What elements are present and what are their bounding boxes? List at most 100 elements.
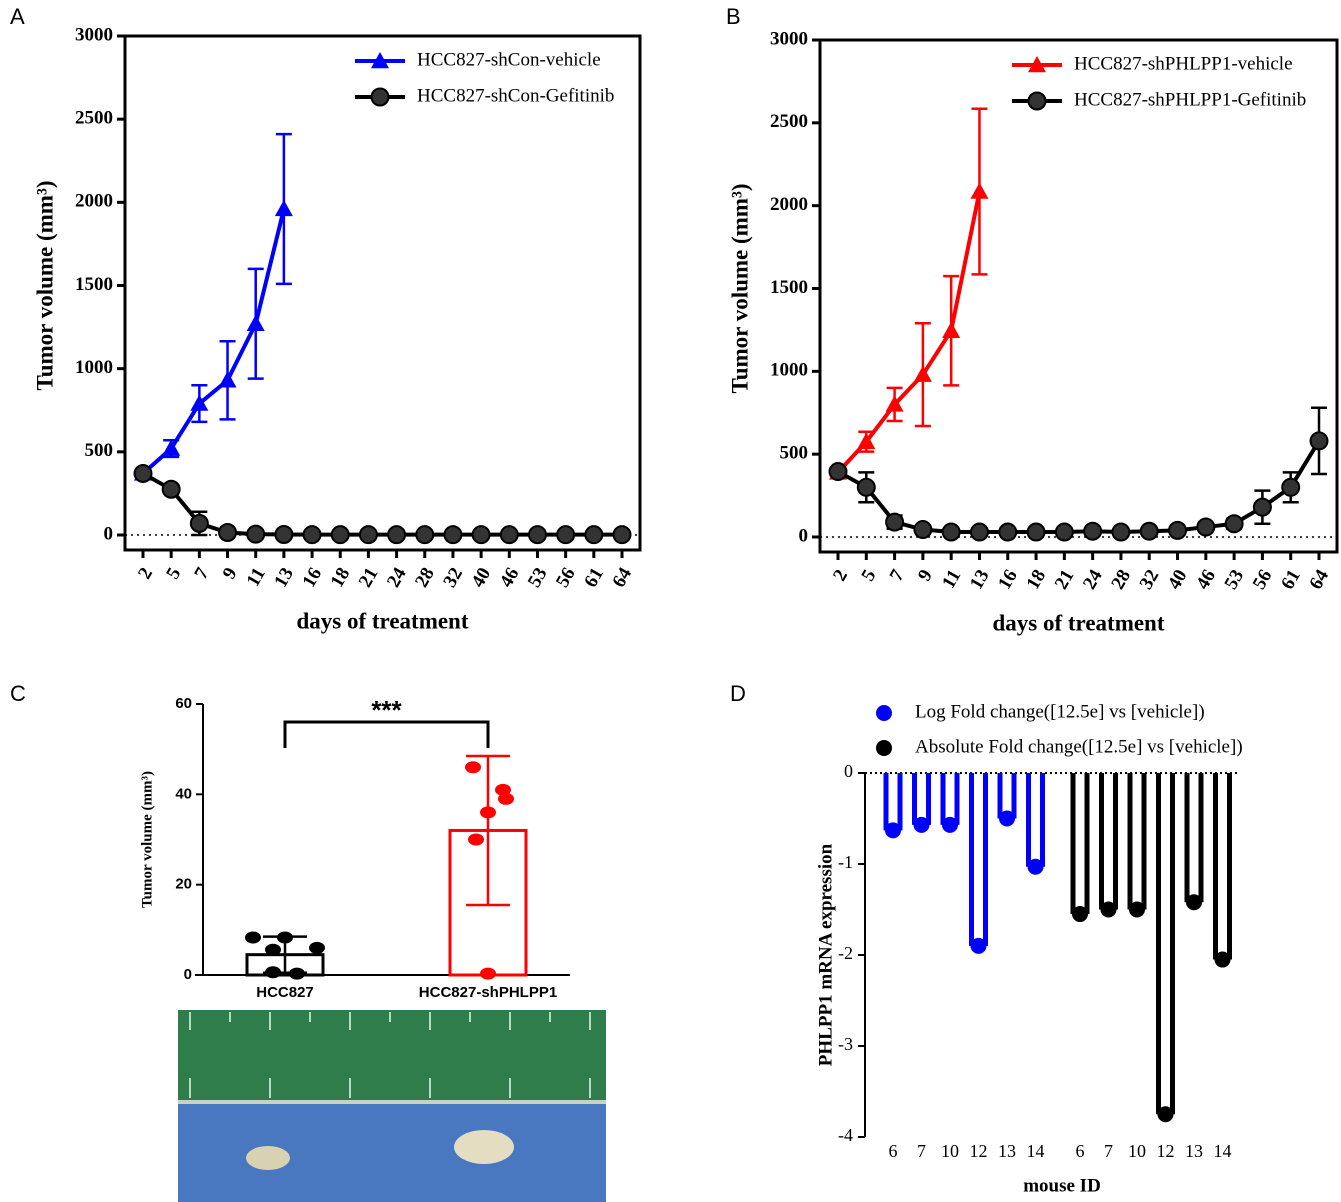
- x-tick-label: 21: [355, 564, 383, 591]
- bar: [1070, 773, 1090, 915]
- bar: [1026, 773, 1045, 867]
- x-tick-label: 13: [966, 566, 994, 593]
- marker: [885, 512, 905, 532]
- marker: [246, 314, 265, 331]
- x-tick-label: 10: [1128, 1141, 1146, 1161]
- x-tick-label: 46: [496, 564, 524, 591]
- marker: [856, 477, 876, 497]
- x-axis-label: days of treatment: [992, 610, 1164, 635]
- bar: [883, 773, 903, 831]
- x-tick-label: 28: [411, 564, 439, 591]
- x-tick-label: 64: [608, 564, 636, 591]
- bar: [997, 773, 1017, 819]
- x-tick-label: 13: [270, 564, 298, 591]
- x-tick-label: 56: [1249, 566, 1277, 593]
- x-axis-label: days of treatment: [296, 608, 468, 633]
- x-tick-label: 46: [1192, 566, 1220, 593]
- x-axis-label: mouse ID: [1023, 1175, 1101, 1196]
- x-tick-label: 14: [1027, 1141, 1045, 1161]
- marker: [584, 525, 604, 545]
- x-tick-label: HCC827: [256, 984, 314, 1001]
- plot-frame: [818, 38, 1339, 554]
- marker: [415, 525, 435, 545]
- legend-label: Log Fold change([12.5e] vs [vehicle]): [915, 701, 1205, 722]
- x-tick-label: 28: [1107, 566, 1135, 593]
- x-tick-label: 32: [439, 564, 467, 591]
- marker: [556, 525, 576, 545]
- bar-end: [1186, 894, 1202, 911]
- x-tick-label: 14: [1214, 1141, 1232, 1161]
- panel-label: A: [10, 4, 25, 29]
- marker: [1281, 477, 1301, 497]
- panel-label: B: [726, 4, 741, 29]
- bar-end: [913, 816, 930, 833]
- bar: [969, 773, 988, 946]
- y-tick-label: 500: [85, 440, 114, 461]
- x-tick-label: 10: [941, 1141, 959, 1161]
- data-point: [289, 967, 305, 980]
- marker: [1224, 514, 1244, 534]
- marker: [133, 463, 153, 483]
- marker: [970, 182, 989, 199]
- y-tick-label: 60: [175, 695, 192, 712]
- x-tick-label: 24: [383, 564, 411, 591]
- y-tick-label: 20: [175, 876, 192, 893]
- data-point: [309, 941, 325, 954]
- bar-end: [1214, 951, 1231, 968]
- marker: [527, 525, 547, 545]
- marker: [1026, 522, 1046, 542]
- y-tick-label: -2: [838, 943, 853, 963]
- x-tick-label: 16: [298, 564, 326, 591]
- x-tick-label: HCC827-shPHLPP1: [419, 984, 557, 1001]
- bar: [940, 773, 960, 825]
- y-axis-label: Tumor volume (mm³): [139, 771, 155, 908]
- x-tick-label: 53: [1221, 566, 1249, 593]
- marker: [162, 439, 181, 456]
- marker: [1196, 517, 1216, 537]
- y-tick-label: 0: [104, 523, 114, 544]
- y-tick-label: 1500: [770, 277, 808, 298]
- marker: [1252, 497, 1272, 517]
- marker: [1309, 431, 1329, 451]
- x-tick-label: 16: [994, 566, 1022, 593]
- marker: [190, 394, 209, 411]
- data-point: [277, 931, 293, 944]
- x-tick-label: 61: [1277, 566, 1305, 593]
- marker: [1168, 520, 1188, 540]
- x-tick-label: 6: [1076, 1141, 1085, 1161]
- data-point: [495, 783, 511, 796]
- marker: [913, 365, 932, 382]
- y-tick-label: 2500: [770, 111, 808, 132]
- bar-end: [1157, 1106, 1174, 1123]
- marker: [274, 525, 294, 545]
- legend-marker: [371, 52, 389, 69]
- legend-label: HCC827-shPHLPP1-vehicle: [1074, 53, 1293, 74]
- data-point: [468, 833, 484, 846]
- data-point: [480, 967, 496, 980]
- legend-label: HCC827-shPHLPP1-Gefitinib: [1074, 89, 1306, 110]
- bar-end: [1129, 901, 1145, 918]
- y-tick-label: 0: [799, 525, 809, 546]
- x-tick-label: 9: [914, 566, 937, 585]
- y-tick-label: 3000: [75, 24, 113, 45]
- legend-label: HCC827-shCon-Gefitinib: [417, 85, 614, 106]
- y-tick-label: -4: [838, 1125, 853, 1145]
- significance-bracket: [283, 720, 490, 748]
- panel-label: D: [730, 681, 746, 706]
- y-tick-label: 1000: [75, 357, 113, 378]
- series-line: [141, 208, 286, 475]
- legend-label: Absolute Fold change([12.5e] vs [vehicle…: [915, 736, 1243, 757]
- marker: [499, 525, 519, 545]
- x-tick-label: 6: [889, 1141, 898, 1161]
- y-tick-label: -1: [838, 852, 853, 872]
- x-tick-label: 13: [998, 1141, 1016, 1161]
- legend-marker: [876, 705, 892, 721]
- x-tick-label: 56: [552, 564, 580, 591]
- x-tick-label: 21: [1051, 566, 1079, 593]
- marker: [274, 199, 293, 217]
- bar: [1213, 773, 1232, 960]
- data-point: [265, 943, 281, 956]
- plot-frame: [123, 34, 642, 552]
- y-tick-label: 1000: [770, 360, 808, 381]
- legend-marker: [876, 740, 892, 756]
